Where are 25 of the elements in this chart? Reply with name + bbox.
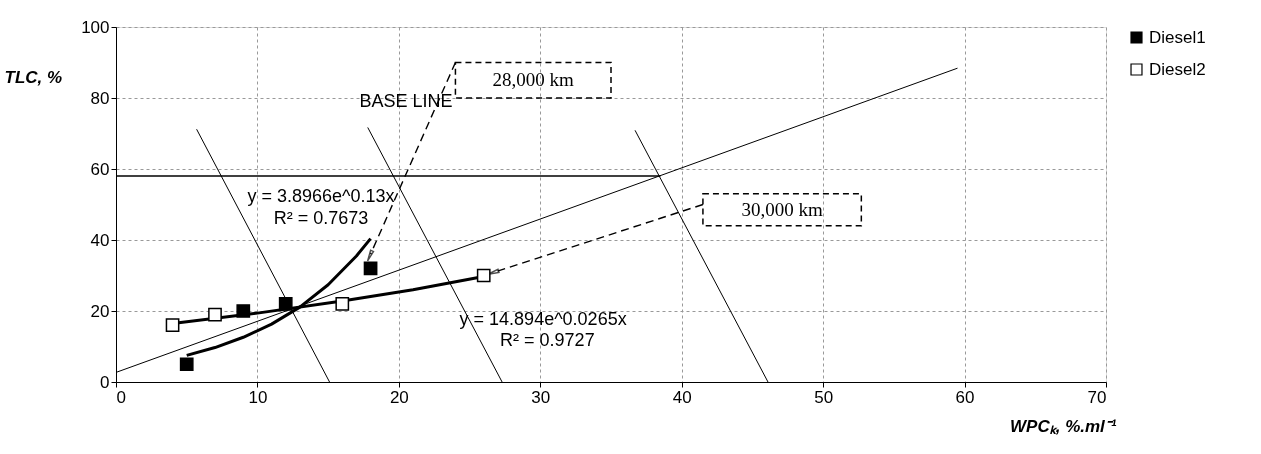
x-tick-label: 30 [531, 387, 551, 407]
x-tick-label: 0 [116, 387, 126, 407]
annotation: 28,000 km [492, 69, 575, 91]
annotation: y = 14.894e^0.0265x [459, 308, 627, 329]
legend-label: Diesel1 [1149, 27, 1206, 47]
x-tick-label: 50 [814, 387, 834, 407]
annotation: R² = 0.9727 [500, 330, 595, 351]
annotation: BASE LINE [359, 90, 453, 111]
legend-label: Diesel2 [1149, 59, 1206, 79]
annotation: R² = 0.7673 [273, 207, 369, 228]
y-axis-title: TLC, % [4, 67, 63, 87]
y-tick-label: 80 [90, 88, 110, 108]
y-tick-label: 0 [100, 372, 110, 392]
y-tick-label: 60 [90, 159, 110, 179]
x-tick-label: 10 [248, 387, 268, 407]
x-tick-label: 40 [672, 387, 692, 407]
y-tick-label: 20 [90, 301, 110, 321]
x-tick-label: 70 [1087, 387, 1107, 407]
x-axis-title: WPCₖ, %.ml⁻¹ [1010, 416, 1117, 436]
x-tick-label: 20 [389, 387, 409, 407]
x-tick-label: 60 [955, 387, 975, 407]
y-tick-label: 100 [81, 17, 110, 37]
annotation: y = 3.8966e^0.13x [247, 186, 395, 207]
annotation: 30,000 km [741, 198, 823, 220]
y-tick-label: 40 [90, 230, 110, 250]
